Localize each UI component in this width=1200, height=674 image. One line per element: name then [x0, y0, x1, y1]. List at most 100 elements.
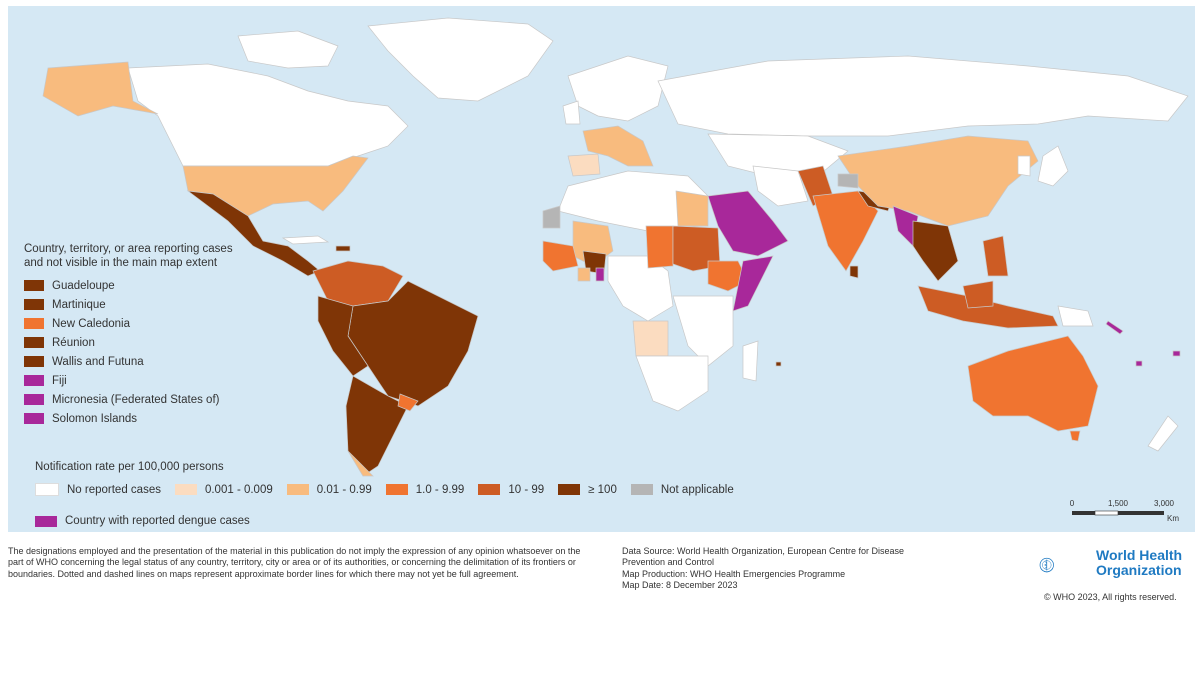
somalia	[732, 255, 774, 312]
territory-label: Fiji	[52, 374, 67, 387]
china	[837, 135, 1039, 227]
south-tip	[347, 450, 374, 477]
uruguay	[397, 393, 419, 412]
western-sahara	[542, 205, 561, 229]
territory-swatch	[24, 356, 44, 367]
territory-label: Martinique	[52, 298, 106, 311]
scale-tick-1500: 1,500	[1108, 499, 1129, 508]
rate-swatch	[478, 484, 501, 495]
spain	[567, 153, 601, 177]
territory-item: Wallis and Futuna	[24, 352, 324, 371]
territory-swatch	[24, 280, 44, 291]
rate-label: Not applicable	[660, 483, 734, 496]
territory-item: Guadeloupe	[24, 276, 324, 295]
territory-label: Wallis and Futuna	[52, 355, 144, 368]
rate-legend: No reported cases 0.001 - 0.009 0.01 - 0.9…	[35, 483, 748, 496]
egypt	[675, 190, 709, 227]
angola	[632, 320, 669, 357]
territory-label: Micronesia (Federated States of)	[52, 393, 220, 406]
uk	[562, 100, 581, 125]
caribbean-dots	[335, 245, 351, 252]
territory-label: New Caledonia	[52, 317, 130, 330]
dengue-legend: Country with reported dengue cases	[35, 515, 250, 527]
west-africa-coast	[542, 240, 579, 272]
china-west-na	[837, 173, 859, 189]
sri-lanka	[849, 265, 859, 279]
territory-label: Guadeloupe	[52, 279, 115, 292]
territory-list: Guadeloupe Martinique New Caledonia Réunion…	[24, 276, 324, 428]
territory-item: Micronesia (Federated States of)	[24, 390, 324, 409]
canada	[127, 63, 409, 167]
scale-segment-2	[1094, 510, 1119, 516]
who-wordmark: World Health Organization	[1096, 548, 1182, 578]
borneo	[962, 280, 994, 309]
sudan	[672, 225, 721, 272]
territory-item: Solomon Islands	[24, 409, 324, 428]
rate-label: 0.001 - 0.009	[204, 483, 273, 496]
rate-legend-item: 0.001 - 0.009	[174, 483, 273, 496]
territory-swatch	[24, 413, 44, 424]
territory-swatch	[24, 299, 44, 310]
world-map	[42, 17, 1189, 477]
copyright-text: © WHO 2023, All rights reserved.	[1044, 592, 1177, 602]
rate-swatch	[558, 484, 581, 495]
rate-label: 0.01 - 0.99	[316, 483, 372, 496]
who-emblem-icon	[1039, 557, 1054, 573]
chad	[645, 225, 674, 269]
pacific-dots-1	[1105, 320, 1124, 335]
rate-label: 10 - 99	[508, 483, 545, 496]
source-line3: Map Production: WHO Health Emergencies P…	[622, 568, 846, 579]
disclaimer-text: The designations employed and the presen…	[8, 546, 581, 579]
france-italy	[582, 125, 654, 167]
tasmania	[1069, 430, 1081, 442]
rate-swatch	[286, 484, 309, 495]
rate-label: 1.0 - 9.99	[415, 483, 465, 496]
dengue-swatch	[35, 515, 57, 527]
scale-tick-0: 0	[1070, 499, 1075, 508]
territory-swatch	[24, 337, 44, 348]
source-line2: Prevention and Control	[622, 557, 715, 568]
source-line4: Map Date: 8 December 2023	[622, 579, 738, 590]
rate-legend-item: 0.01 - 0.99	[286, 483, 372, 496]
map-area: Country, territory, or area reporting ca…	[8, 6, 1195, 532]
territory-item: New Caledonia	[24, 314, 324, 333]
rate-label: No reported cases	[67, 483, 161, 496]
rate-swatch	[174, 484, 197, 495]
korea	[1017, 155, 1031, 177]
scale-unit: Km	[1167, 514, 1179, 523]
philippines	[982, 235, 1009, 277]
new-zealand	[1147, 415, 1179, 452]
territory-legend: Country, territory, or area reporting ca…	[24, 242, 324, 428]
pacific-dots-2	[1172, 350, 1181, 357]
rate-legend-item: 10 - 99	[478, 484, 544, 496]
territory-title-line2: and not visible in the main map extent	[24, 257, 218, 269]
north-europe	[567, 55, 669, 122]
ghana	[577, 267, 591, 282]
who-name-line1: World Health	[1096, 547, 1183, 563]
rate-legend-item: ≥ 100	[558, 484, 617, 496]
rate-label: ≥ 100	[588, 483, 617, 496]
greenland	[367, 17, 554, 102]
rate-swatch	[385, 484, 408, 495]
iran	[752, 165, 809, 207]
territory-swatch	[24, 394, 44, 405]
territory-label: Réunion	[52, 336, 95, 349]
territory-swatch	[24, 318, 44, 329]
thailand-vietnam	[912, 220, 959, 282]
argentina-chile	[345, 375, 409, 477]
peru-bolivia	[317, 295, 369, 377]
saudi-arabia	[707, 190, 789, 257]
dengue-label: Country with reported dengue cases	[65, 515, 250, 527]
australia	[967, 335, 1099, 432]
east-africa	[672, 295, 734, 367]
rate-swatch	[630, 484, 653, 495]
rate-swatch	[35, 483, 59, 496]
scale-tick-3000: 3,000	[1154, 499, 1175, 508]
who-name-line2: Organization	[1096, 562, 1182, 578]
pacific-dots-3	[1135, 360, 1143, 367]
source-line1: Data Source: World Health Organization, …	[622, 546, 904, 556]
territory-item: Fiji	[24, 371, 324, 390]
scale-segment-3	[1118, 511, 1164, 515]
rate-legend-item: 1.0 - 9.99	[385, 483, 465, 496]
scale-segment-1	[1072, 511, 1095, 515]
